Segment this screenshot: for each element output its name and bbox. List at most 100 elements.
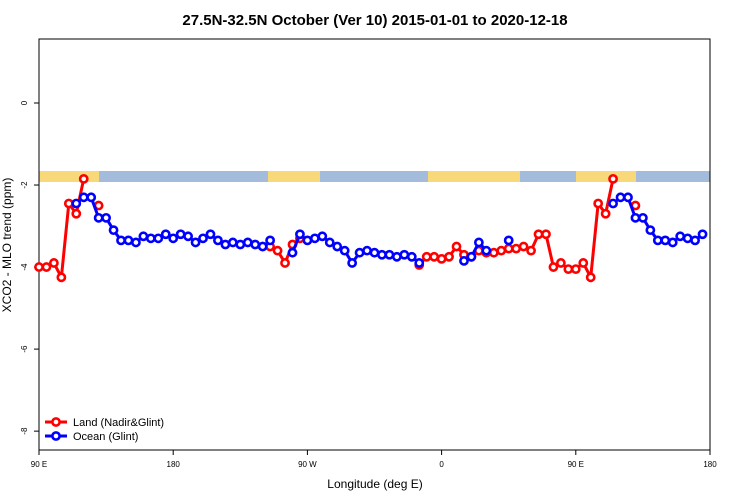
y-tick-label: -4 xyxy=(20,263,29,271)
point xyxy=(108,225,119,236)
point xyxy=(295,229,305,240)
point xyxy=(503,243,514,254)
point xyxy=(93,212,104,223)
y-tick-label: -8 xyxy=(20,427,29,435)
point xyxy=(183,231,194,242)
point xyxy=(406,251,417,262)
point xyxy=(563,264,574,275)
point xyxy=(101,212,111,223)
point xyxy=(205,229,216,240)
x-tick-label: 90 E xyxy=(31,460,47,469)
x-tick-label: 180 xyxy=(167,460,181,469)
point xyxy=(481,245,492,256)
point xyxy=(451,241,462,252)
point xyxy=(414,258,425,268)
land-strip xyxy=(576,171,636,182)
plot-frame xyxy=(38,38,711,451)
legend-marker xyxy=(51,417,61,427)
point xyxy=(548,262,559,272)
point xyxy=(488,247,499,258)
series-line xyxy=(39,179,635,277)
point xyxy=(332,241,343,252)
point xyxy=(511,243,522,254)
point xyxy=(615,192,626,203)
point xyxy=(369,247,380,258)
point xyxy=(145,233,156,244)
point xyxy=(220,239,231,250)
point xyxy=(71,198,82,209)
point xyxy=(213,235,223,246)
point xyxy=(280,258,290,268)
point xyxy=(123,235,134,246)
x-tick-label: 180 xyxy=(703,460,717,469)
legend-label: Ocean (Glint) xyxy=(73,431,138,443)
y-tick-label: 0 xyxy=(20,100,29,105)
point xyxy=(138,231,149,242)
point xyxy=(175,229,186,240)
point xyxy=(518,241,529,252)
point xyxy=(593,198,604,209)
point xyxy=(391,251,402,262)
point xyxy=(354,247,365,258)
point xyxy=(496,245,507,256)
point xyxy=(570,264,581,275)
point xyxy=(578,258,589,268)
point xyxy=(652,235,663,246)
point xyxy=(533,229,544,240)
point xyxy=(466,251,477,262)
point xyxy=(608,198,618,209)
point xyxy=(362,245,372,256)
point xyxy=(287,247,298,258)
point xyxy=(421,251,432,262)
point xyxy=(190,237,201,248)
point xyxy=(302,235,313,246)
point xyxy=(168,233,179,244)
point xyxy=(131,237,141,248)
point xyxy=(697,229,708,240)
point xyxy=(384,249,395,260)
point xyxy=(324,237,335,248)
point xyxy=(399,249,410,260)
point xyxy=(272,245,283,256)
point xyxy=(608,173,618,184)
point xyxy=(63,198,74,209)
point xyxy=(78,173,89,184)
point xyxy=(660,235,671,246)
point xyxy=(638,212,648,223)
land-ocean-strip xyxy=(39,171,710,182)
land-strip xyxy=(428,171,520,182)
point xyxy=(526,245,536,256)
x-tick-label: 90 W xyxy=(298,460,317,469)
land-strip xyxy=(39,171,99,182)
point xyxy=(160,229,171,240)
land-strip xyxy=(268,171,320,182)
y-axis-label: XCO2 - MLO trend (ppm) xyxy=(0,178,14,313)
point xyxy=(116,235,126,246)
point xyxy=(339,245,350,256)
point xyxy=(459,256,469,266)
point xyxy=(153,233,164,244)
point xyxy=(436,253,447,264)
y-tick-label: -2 xyxy=(20,181,29,189)
x-tick-label: 90 E xyxy=(568,460,584,469)
point xyxy=(690,235,700,246)
point xyxy=(444,251,454,262)
point xyxy=(198,233,208,244)
point xyxy=(34,262,44,272)
point xyxy=(71,208,82,219)
point xyxy=(250,239,261,250)
point xyxy=(242,237,253,248)
point xyxy=(429,251,440,262)
legend-label: Land (Nadir&Glint) xyxy=(73,417,164,429)
point xyxy=(347,258,358,268)
point xyxy=(555,258,566,268)
point xyxy=(49,258,59,268)
point xyxy=(667,237,678,248)
x-axis-label: Longitude (deg E) xyxy=(327,477,422,491)
point xyxy=(541,229,551,240)
point xyxy=(585,272,596,283)
ocean-strip xyxy=(39,171,710,182)
y-tick-label: -6 xyxy=(20,345,29,353)
